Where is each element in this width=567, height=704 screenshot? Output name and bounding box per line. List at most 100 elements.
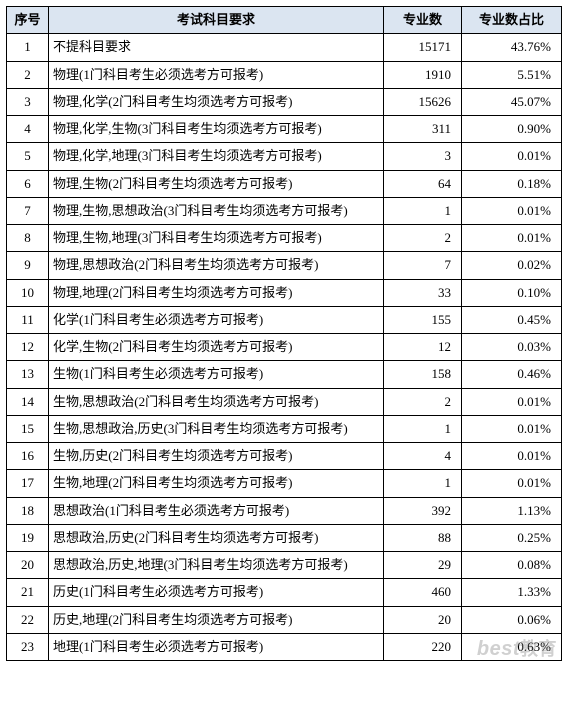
cell-index: 10 (7, 279, 49, 306)
cell-count: 1 (384, 470, 462, 497)
cell-percent: 45.07% (462, 88, 562, 115)
cell-percent: 0.03% (462, 334, 562, 361)
cell-index: 5 (7, 143, 49, 170)
col-header-count: 专业数 (384, 7, 462, 34)
cell-count: 64 (384, 170, 462, 197)
cell-requirement: 物理,化学(2门科目考生均须选考方可报考) (49, 88, 384, 115)
cell-index: 14 (7, 388, 49, 415)
cell-percent: 43.76% (462, 34, 562, 61)
cell-count: 2 (384, 388, 462, 415)
cell-percent: 0.01% (462, 415, 562, 442)
cell-count: 220 (384, 633, 462, 660)
cell-percent: 0.63% (462, 633, 562, 660)
table-row: 10物理,地理(2门科目考生均须选考方可报考)330.10% (7, 279, 562, 306)
table-row: 17生物,地理(2门科目考生均须选考方可报考)10.01% (7, 470, 562, 497)
cell-requirement: 历史(1门科目考生必须选考方可报考) (49, 579, 384, 606)
cell-count: 4 (384, 443, 462, 470)
cell-requirement: 物理,地理(2门科目考生均须选考方可报考) (49, 279, 384, 306)
cell-index: 20 (7, 552, 49, 579)
cell-count: 158 (384, 361, 462, 388)
cell-requirement: 思想政治,历史,地理(3门科目考生均须选考方可报考) (49, 552, 384, 579)
cell-index: 8 (7, 225, 49, 252)
cell-percent: 0.01% (462, 143, 562, 170)
cell-index: 19 (7, 524, 49, 551)
cell-requirement: 物理(1门科目考生必须选考方可报考) (49, 61, 384, 88)
cell-count: 155 (384, 306, 462, 333)
cell-index: 21 (7, 579, 49, 606)
table-row: 15生物,思想政治,历史(3门科目考生均须选考方可报考)10.01% (7, 415, 562, 442)
cell-percent: 0.46% (462, 361, 562, 388)
cell-index: 9 (7, 252, 49, 279)
cell-percent: 0.08% (462, 552, 562, 579)
cell-count: 311 (384, 116, 462, 143)
table-row: 20思想政治,历史,地理(3门科目考生均须选考方可报考)290.08% (7, 552, 562, 579)
cell-index: 12 (7, 334, 49, 361)
table-row: 19思想政治,历史(2门科目考生均须选考方可报考)880.25% (7, 524, 562, 551)
cell-index: 3 (7, 88, 49, 115)
cell-percent: 5.51% (462, 61, 562, 88)
cell-requirement: 化学(1门科目考生必须选考方可报考) (49, 306, 384, 333)
table-row: 3物理,化学(2门科目考生均须选考方可报考)1562645.07% (7, 88, 562, 115)
table-row: 8物理,生物,地理(3门科目考生均须选考方可报考)20.01% (7, 225, 562, 252)
cell-index: 17 (7, 470, 49, 497)
table-row: 5物理,化学,地理(3门科目考生均须选考方可报考)30.01% (7, 143, 562, 170)
cell-percent: 0.01% (462, 470, 562, 497)
cell-requirement: 生物,思想政治(2门科目考生均须选考方可报考) (49, 388, 384, 415)
cell-count: 7 (384, 252, 462, 279)
table-row: 1不提科目要求1517143.76% (7, 34, 562, 61)
subject-requirement-table: 序号 考试科目要求 专业数 专业数占比 1不提科目要求1517143.76%2物… (6, 6, 562, 661)
cell-count: 3 (384, 143, 462, 170)
cell-count: 15171 (384, 34, 462, 61)
cell-requirement: 历史,地理(2门科目考生均须选考方可报考) (49, 606, 384, 633)
cell-requirement: 物理,化学,生物(3门科目考生均须选考方可报考) (49, 116, 384, 143)
cell-index: 6 (7, 170, 49, 197)
cell-count: 20 (384, 606, 462, 633)
cell-requirement: 物理,生物,地理(3门科目考生均须选考方可报考) (49, 225, 384, 252)
cell-index: 13 (7, 361, 49, 388)
cell-requirement: 生物,思想政治,历史(3门科目考生均须选考方可报考) (49, 415, 384, 442)
cell-percent: 0.01% (462, 388, 562, 415)
cell-count: 12 (384, 334, 462, 361)
table-row: 12化学,生物(2门科目考生均须选考方可报考)120.03% (7, 334, 562, 361)
cell-requirement: 地理(1门科目考生必须选考方可报考) (49, 633, 384, 660)
cell-requirement: 思想政治,历史(2门科目考生均须选考方可报考) (49, 524, 384, 551)
cell-requirement: 生物,地理(2门科目考生均须选考方可报考) (49, 470, 384, 497)
col-header-requirement: 考试科目要求 (49, 7, 384, 34)
cell-requirement: 物理,生物,思想政治(3门科目考生均须选考方可报考) (49, 197, 384, 224)
cell-percent: 0.01% (462, 197, 562, 224)
cell-count: 460 (384, 579, 462, 606)
cell-percent: 1.33% (462, 579, 562, 606)
cell-count: 33 (384, 279, 462, 306)
table-row: 22历史,地理(2门科目考生均须选考方可报考)200.06% (7, 606, 562, 633)
table-header-row: 序号 考试科目要求 专业数 专业数占比 (7, 7, 562, 34)
cell-index: 23 (7, 633, 49, 660)
table-row: 14生物,思想政治(2门科目考生均须选考方可报考)20.01% (7, 388, 562, 415)
cell-requirement: 物理,生物(2门科目考生均须选考方可报考) (49, 170, 384, 197)
cell-percent: 0.06% (462, 606, 562, 633)
cell-count: 1 (384, 197, 462, 224)
cell-percent: 0.90% (462, 116, 562, 143)
cell-index: 16 (7, 443, 49, 470)
table-row: 18思想政治(1门科目考生必须选考方可报考)3921.13% (7, 497, 562, 524)
cell-count: 29 (384, 552, 462, 579)
cell-requirement: 不提科目要求 (49, 34, 384, 61)
col-header-percent: 专业数占比 (462, 7, 562, 34)
table-row: 2物理(1门科目考生必须选考方可报考)19105.51% (7, 61, 562, 88)
cell-count: 1910 (384, 61, 462, 88)
cell-percent: 0.02% (462, 252, 562, 279)
cell-percent: 0.01% (462, 225, 562, 252)
col-header-index: 序号 (7, 7, 49, 34)
cell-count: 1 (384, 415, 462, 442)
cell-index: 1 (7, 34, 49, 61)
cell-count: 2 (384, 225, 462, 252)
table-row: 4物理,化学,生物(3门科目考生均须选考方可报考)3110.90% (7, 116, 562, 143)
cell-percent: 0.10% (462, 279, 562, 306)
cell-count: 392 (384, 497, 462, 524)
table-row: 21历史(1门科目考生必须选考方可报考)4601.33% (7, 579, 562, 606)
table-row: 7物理,生物,思想政治(3门科目考生均须选考方可报考)10.01% (7, 197, 562, 224)
cell-requirement: 生物(1门科目考生必须选考方可报考) (49, 361, 384, 388)
cell-index: 11 (7, 306, 49, 333)
table-body: 1不提科目要求1517143.76%2物理(1门科目考生必须选考方可报考)191… (7, 34, 562, 661)
cell-requirement: 物理,思想政治(2门科目考生均须选考方可报考) (49, 252, 384, 279)
cell-requirement: 物理,化学,地理(3门科目考生均须选考方可报考) (49, 143, 384, 170)
